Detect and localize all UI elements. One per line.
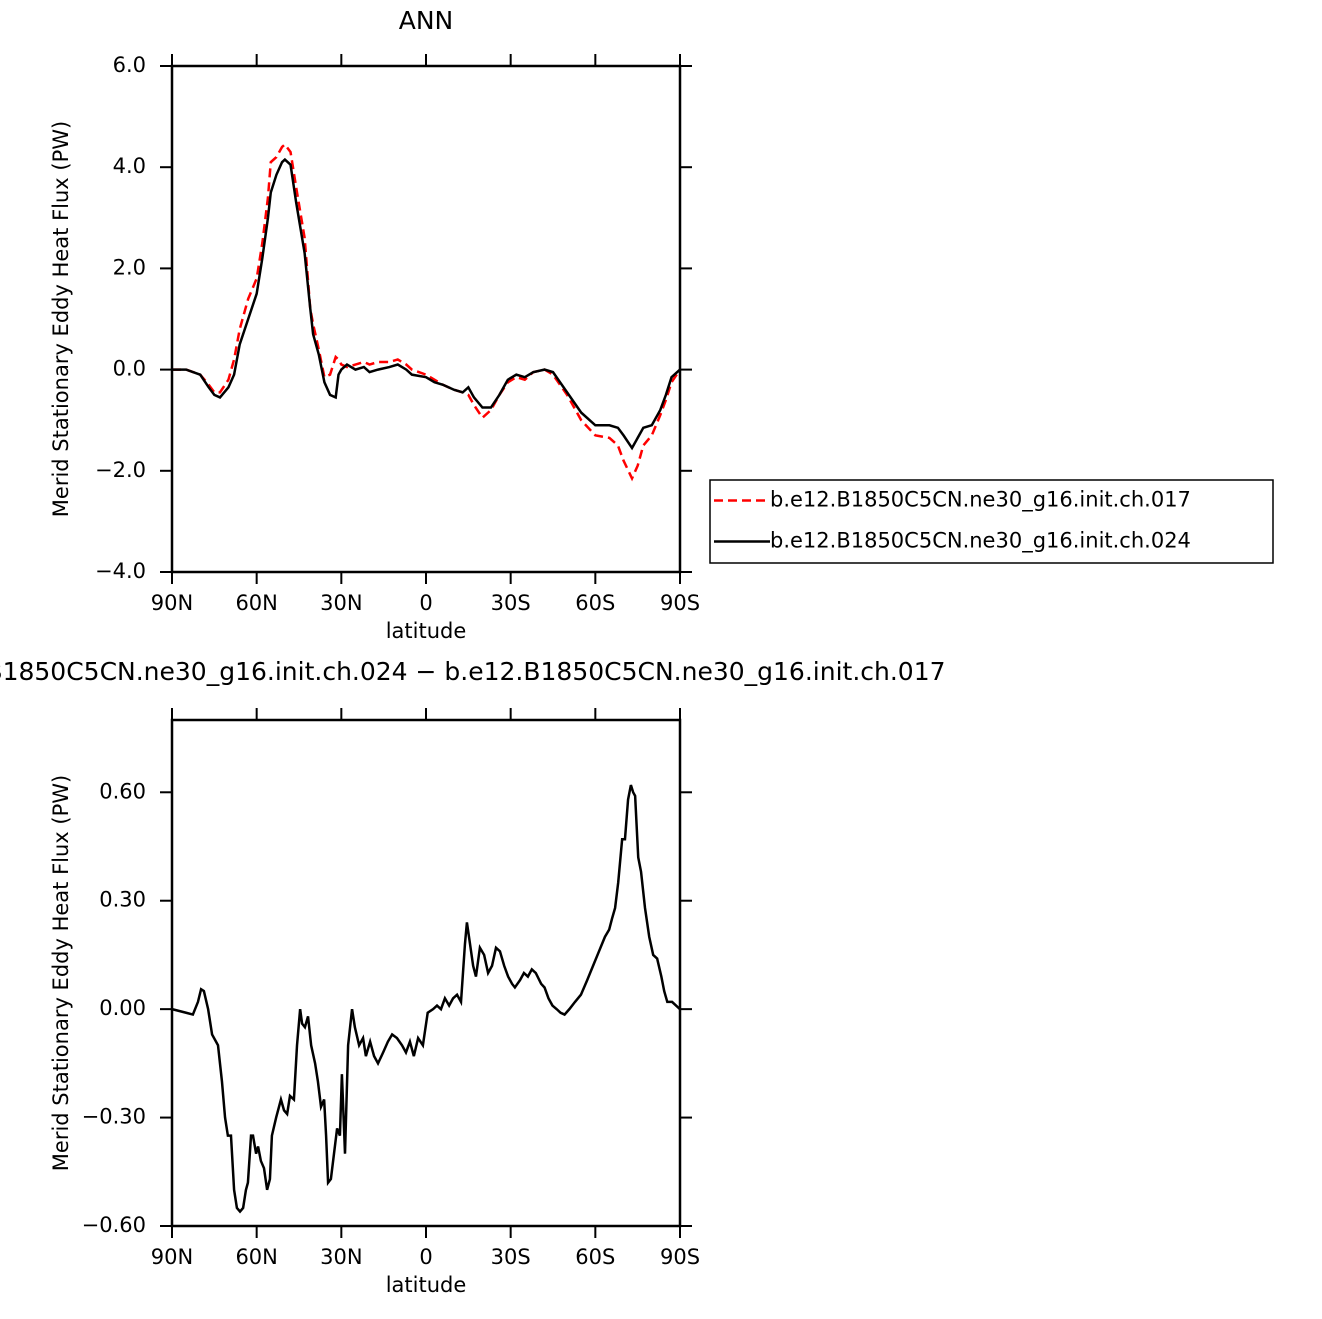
y-tick-label: 0.00 [99, 996, 146, 1020]
x-tick-label: 90N [151, 591, 193, 615]
x-tick-label: 0 [419, 1245, 432, 1269]
y-tick-label: −4.0 [95, 559, 146, 583]
legend: b.e12.B1850C5CN.ne30_g16.init.ch.017 b.e1… [709, 479, 1274, 564]
x-tick-label: 30N [320, 591, 362, 615]
y-tick-label: 6.0 [113, 53, 146, 77]
x-tick-label: 60S [575, 591, 615, 615]
legend-label: b.e12.B1850C5CN.ne30_g16.init.ch.024 [770, 529, 1191, 554]
y-tick-label: −2.0 [95, 458, 146, 482]
chart-title: ANN [399, 6, 454, 35]
x-axis-label: latitude [386, 619, 467, 643]
x-tick-label: 90N [151, 1245, 193, 1269]
y-tick-label: −0.30 [82, 1105, 146, 1129]
x-tick-label: 90S [660, 591, 700, 615]
y-tick-label: 0.0 [113, 357, 146, 381]
x-tick-label: 60S [575, 1245, 615, 1269]
plot-frame [170, 718, 682, 1228]
legend-box [709, 479, 1274, 564]
y-tick-label: 2.0 [113, 255, 146, 279]
chart-title: b.e12.B1850C5CN.ne30_g16.init.ch.024 − b… [0, 657, 946, 686]
legend-label: b.e12.B1850C5CN.ne30_g16.init.ch.017 [770, 488, 1191, 513]
y-tick-label: −0.60 [82, 1213, 146, 1237]
x-tick-label: 60N [235, 591, 277, 615]
data-line [172, 157, 681, 451]
plot-frame [170, 64, 682, 574]
y-axis-label: Merid Stationary Eddy Heat Flux (PW) [49, 775, 73, 1171]
x-tick-label: 30S [491, 591, 531, 615]
x-tick-label: 60N [235, 1245, 277, 1269]
y-tick-label: 4.0 [113, 154, 146, 178]
x-tick-label: 30N [320, 1245, 362, 1269]
data-line [172, 142, 682, 482]
y-tick-label: 0.60 [99, 779, 146, 803]
x-tick-label: 0 [419, 591, 432, 615]
y-tick-label: 0.30 [99, 888, 146, 912]
x-tick-label: 30S [491, 1245, 531, 1269]
data-line [171, 784, 681, 1214]
x-axis-label: latitude [386, 1273, 467, 1297]
y-axis-label: Merid Stationary Eddy Heat Flux (PW) [49, 121, 73, 517]
x-tick-label: 90S [660, 1245, 700, 1269]
